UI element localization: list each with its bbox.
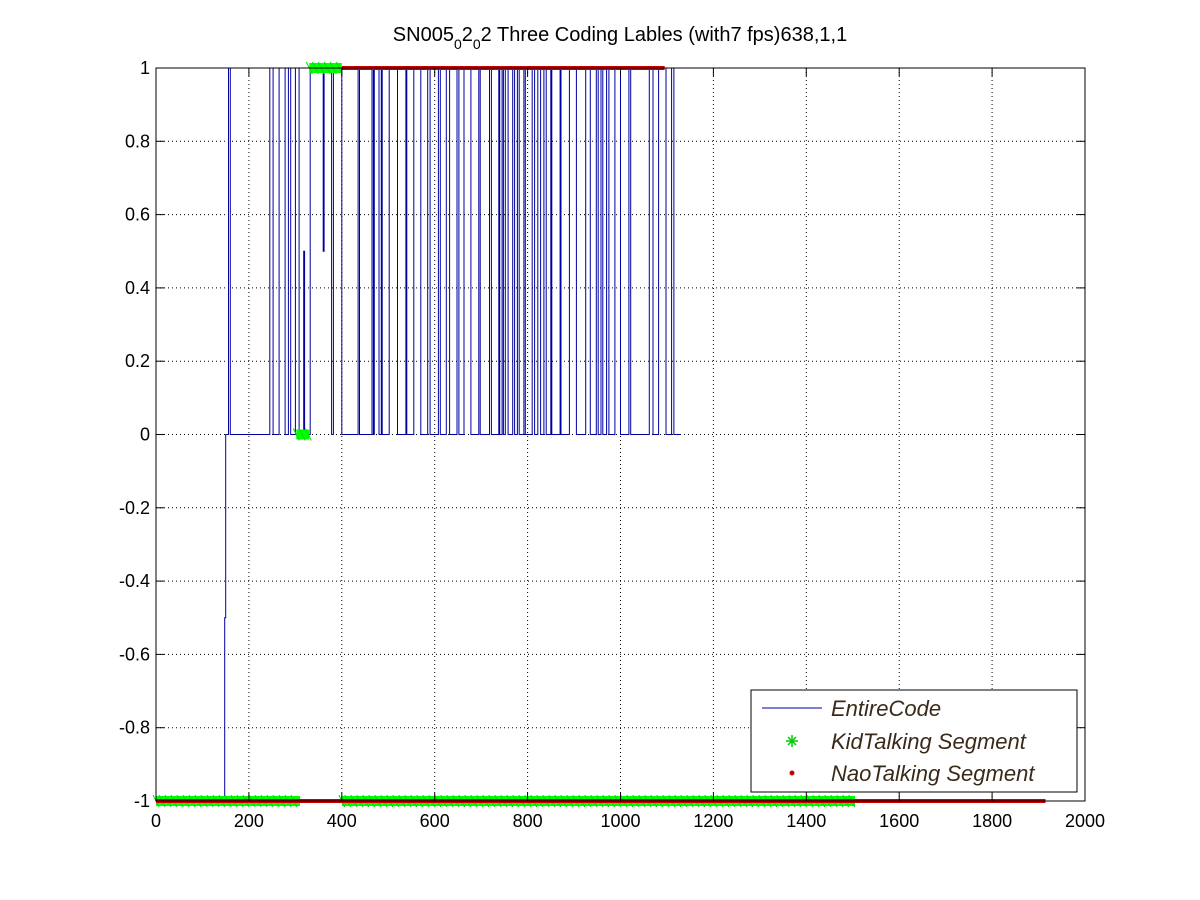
- y-tick-label: -0.2: [119, 498, 150, 518]
- legend-kidtalking-swatch: [786, 735, 798, 747]
- chart-title: SN0050202 Three Coding Lables (with7 fps…: [393, 24, 847, 52]
- y-tick-label: 0.6: [125, 205, 150, 225]
- y-tick-label: 0: [140, 425, 150, 445]
- legend-naotalking-label: NaoTalking Segment: [831, 761, 1035, 786]
- y-tick-label: 0.8: [125, 131, 150, 151]
- x-tick-label: 1600: [879, 811, 919, 831]
- x-tick-label: 1400: [786, 811, 826, 831]
- y-tick-label: 0.2: [125, 351, 150, 371]
- x-tick-label: 600: [420, 811, 450, 831]
- x-tick-label: 1000: [600, 811, 640, 831]
- legend-kidtalking-label: KidTalking Segment: [831, 729, 1027, 754]
- x-tick-label: 1200: [693, 811, 733, 831]
- y-tick-label: -0.4: [119, 571, 150, 591]
- y-tick-label: 1: [140, 58, 150, 78]
- y-tick-label: -0.6: [119, 644, 150, 664]
- kidtalking-marker: [304, 428, 312, 441]
- x-tick-label: 800: [513, 811, 543, 831]
- x-tick-label: 200: [234, 811, 264, 831]
- axis-ticks: [155, 67, 1086, 802]
- y-tick-label: 0.4: [125, 278, 150, 298]
- x-tick-label: 1800: [972, 811, 1012, 831]
- kidtalking-marker: [292, 428, 300, 441]
- x-tick-label: 2000: [1065, 811, 1105, 831]
- y-tick-labels: 1 0.8 0.6 0.4 0.2 0 -0.2 -0.4 -0.6 -0.8 -1: [119, 58, 150, 811]
- x-tick-label: 0: [151, 811, 161, 831]
- x-tick-label: 400: [327, 811, 357, 831]
- legend-box: [750, 689, 1078, 793]
- y-tick-label: -0.8: [119, 718, 150, 738]
- legend-entirecode-label: EntireCode: [831, 696, 941, 721]
- kidtalking-marker: [298, 428, 306, 441]
- y-tick-label: -1: [134, 791, 150, 811]
- legend: EntireCode KidTalking Segment NaoTalking…: [750, 689, 1078, 793]
- legend-naotalking-swatch: [789, 770, 795, 776]
- x-tick-labels: 0 200 400 600 800 1000 1200 1400 1600 1800 2000: [151, 811, 1105, 831]
